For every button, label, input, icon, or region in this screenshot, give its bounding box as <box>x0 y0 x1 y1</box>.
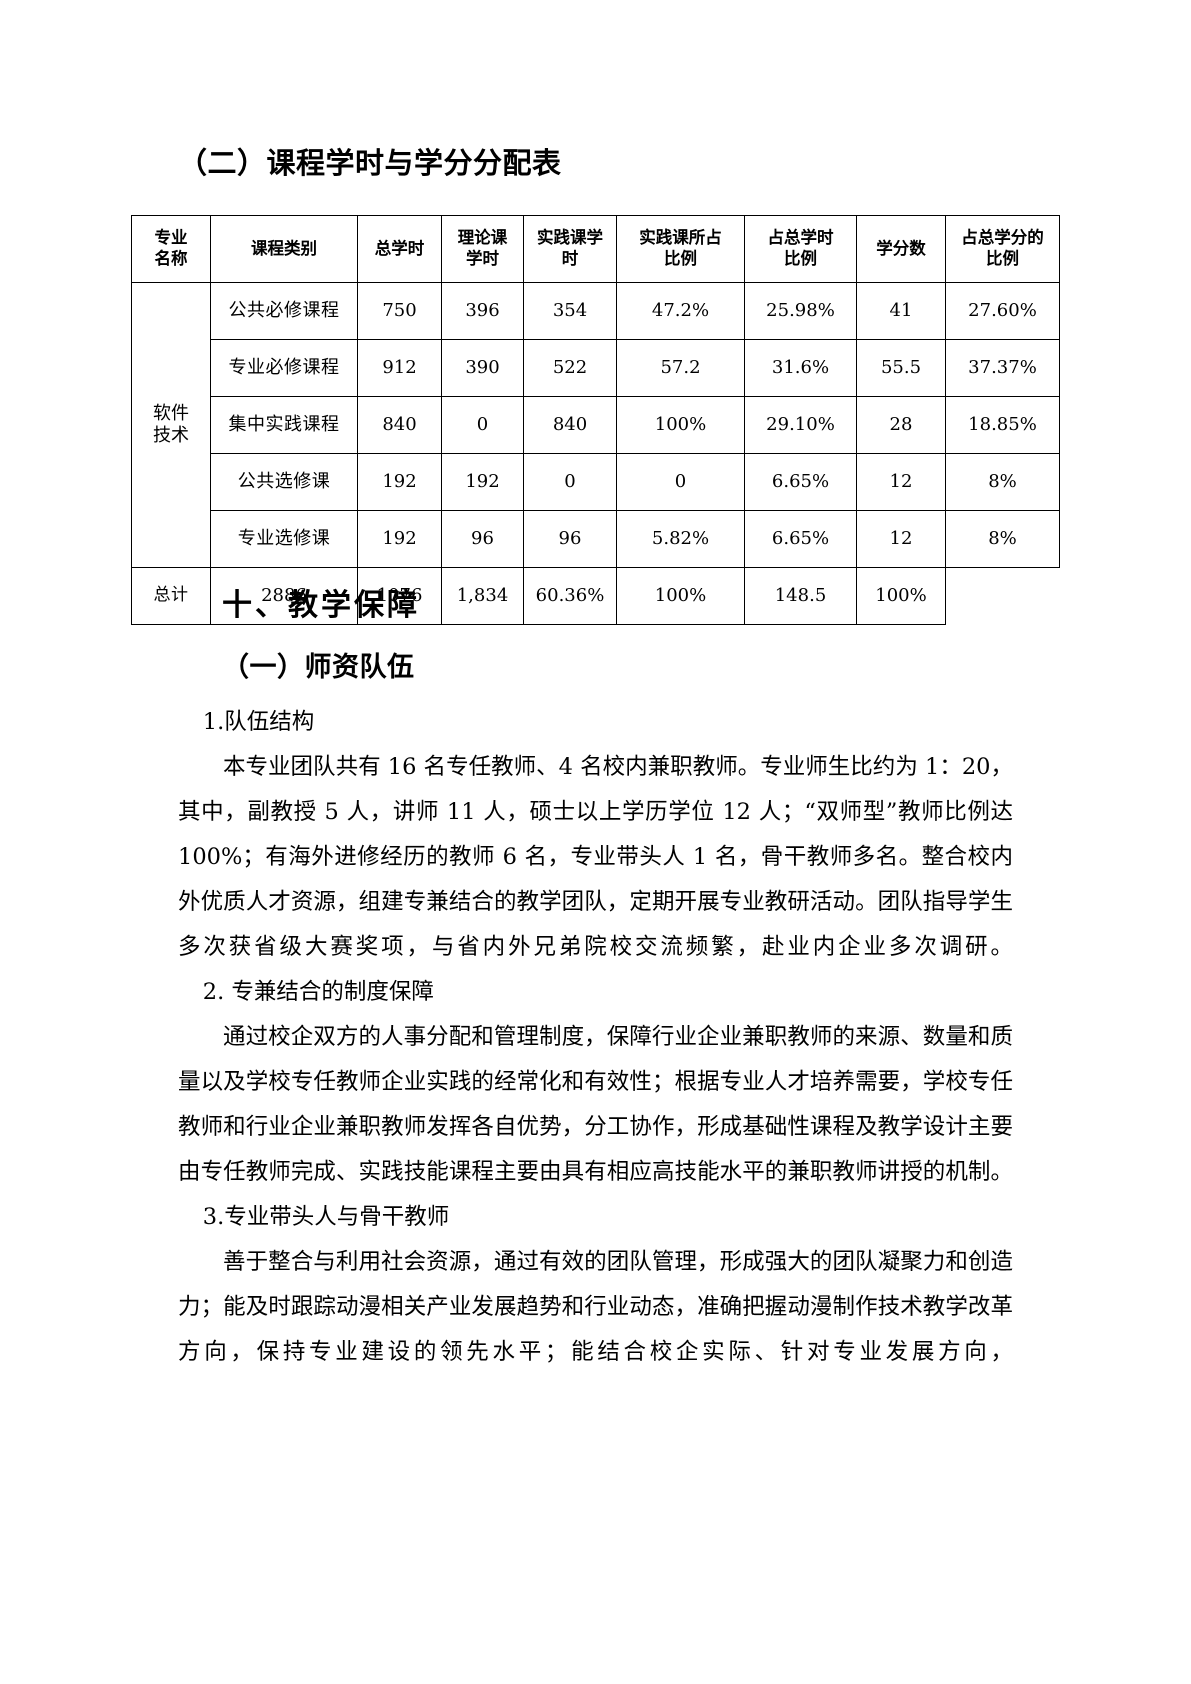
course-hours-credits-table: 专业 名称 课程类别 总学时 理论课 学时 实践课学 时 实践课所占 <box>131 215 1060 625</box>
table-body: 软件 技术 公共必修课程 750 396 354 47.2% 25.98% 41… <box>131 282 1060 625</box>
cell-practice-hours: 96 <box>523 510 617 568</box>
header-practice-ratio-line1: 实践课所占 <box>639 228 722 248</box>
header-major-name-line1: 专业 <box>154 228 188 248</box>
table-header: 专业 名称 课程类别 总学时 理论课 学时 实践课学 时 实践课所占 <box>131 215 1060 283</box>
header-major-name: 专业 名称 <box>131 215 211 283</box>
cell-practice-hours: 1,834 <box>441 567 524 625</box>
header-practice-hours-line1: 实践课学 <box>537 228 603 248</box>
cell-hours-ratio: 6.65% <box>744 510 857 568</box>
table-row: 公共选修课 192 192 0 0 6.65% 12 8% <box>132 453 1060 511</box>
cell-credits: 28 <box>856 396 946 454</box>
header-practice-ratio-line2: 比例 <box>664 249 697 268</box>
cell-practice-ratio: 5.82% <box>616 510 745 568</box>
cell-theory-hours: 396 <box>441 282 524 340</box>
cell-theory-hours: 96 <box>441 510 524 568</box>
cell-practice-hours: 522 <box>523 339 617 397</box>
cell-category: 专业选修课 <box>210 510 358 568</box>
cell-total-hours: 192 <box>357 510 442 568</box>
cell-total-hours: 192 <box>357 453 442 511</box>
header-credits-ratio-line2: 比例 <box>986 249 1019 268</box>
body-content: 1.队伍结构 本专业团队共有 16 名专任教师、4 名校内兼职教师。专业师生比约… <box>178 700 1013 1375</box>
cell-credits: 148.5 <box>744 567 857 625</box>
cell-credits-ratio: 27.60% <box>945 282 1060 340</box>
cell-practice-ratio: 57.2 <box>616 339 745 397</box>
cell-credits: 12 <box>856 453 946 511</box>
header-practice-hours: 实践课学 时 <box>523 215 617 283</box>
subsection-heading: （一）师资队伍 <box>222 652 415 683</box>
cell-hours-ratio: 100% <box>616 567 745 625</box>
header-theory-hours: 理论课 学时 <box>441 215 524 283</box>
course-hours-credits-table-wrapper: 专业 名称 课程类别 总学时 理论课 学时 实践课学 时 实践课所占 <box>131 215 1060 625</box>
table-row: 专业必修课程 912 390 522 57.2 31.6% 55.5 37.37… <box>132 339 1060 397</box>
cell-credits: 12 <box>856 510 946 568</box>
major-name-cell: 软件 技术 <box>131 282 211 568</box>
cell-category: 公共选修课 <box>210 453 358 511</box>
header-credits-ratio-line1: 占总学分的 <box>961 228 1044 248</box>
cell-practice-ratio: 47.2% <box>616 282 745 340</box>
header-credits-ratio: 占总学分的 比例 <box>945 215 1060 283</box>
table-header-row: 专业 名称 课程类别 总学时 理论课 学时 实践课学 时 实践课所占 <box>131 215 1060 283</box>
item3-paragraph: 善于整合与利用社会资源，通过有效的团队管理，形成强大的团队凝聚力和创造力；能及时… <box>178 1249 1013 1365</box>
cell-hours-ratio: 6.65% <box>744 453 857 511</box>
cell-category: 公共必修课程 <box>210 282 358 340</box>
item2-paragraph: 通过校企双方的人事分配和管理制度，保障行业企业兼职教师的来源、数量和质量以及学校… <box>178 1024 1013 1185</box>
table-row: 集中实践课程 840 0 840 100% 29.10% 28 18.85% <box>132 396 1060 454</box>
cell-total-label: 总计 <box>131 567 211 625</box>
section-title: （二）课程学时与学分分配表 <box>178 146 562 180</box>
header-theory-hours-line2: 学时 <box>466 249 499 268</box>
cell-total-hours: 840 <box>357 396 442 454</box>
header-hours-ratio: 占总学时 比例 <box>744 215 857 283</box>
cell-credits-ratio: 8% <box>945 510 1060 568</box>
table-total-row: 总计 2886 1076 1,834 60.36% 100% 148.5 100… <box>131 567 1060 625</box>
cell-hours-ratio: 31.6% <box>744 339 857 397</box>
cell-credits-ratio: 37.37% <box>945 339 1060 397</box>
cell-total-hours: 2886 <box>210 567 358 625</box>
cell-practice-hours: 840 <box>523 396 617 454</box>
item3-heading: 3.专业带头人与骨干教师 <box>202 1204 450 1230</box>
header-practice-ratio: 实践课所占 比例 <box>616 215 745 283</box>
item1-paragraph: 本专业团队共有 16 名专任教师、4 名校内兼职教师。专业师生比约为 1：20，… <box>178 754 1013 960</box>
header-course-category: 课程类别 <box>210 215 358 283</box>
cell-credits: 55.5 <box>856 339 946 397</box>
cell-practice-ratio: 100% <box>616 396 745 454</box>
cell-practice-hours: 354 <box>523 282 617 340</box>
cell-hours-ratio: 25.98% <box>744 282 857 340</box>
header-practice-hours-line2: 时 <box>561 249 579 268</box>
header-hours-ratio-line1: 占总学时 <box>767 228 834 248</box>
table-row: 软件 技术 公共必修课程 750 396 354 47.2% 25.98% 41… <box>131 282 1060 568</box>
header-credits: 学分数 <box>856 215 946 283</box>
cell-practice-ratio: 0 <box>616 453 745 511</box>
header-hours-ratio-line2: 比例 <box>784 249 817 268</box>
table-row: 专业选修课 192 96 96 5.82% 6.65% 12 8% <box>132 510 1060 568</box>
header-theory-hours-line1: 理论课 <box>457 228 508 248</box>
cell-practice-ratio: 60.36% <box>523 567 617 625</box>
cell-theory-hours: 0 <box>441 396 524 454</box>
item1-heading: 1.队伍结构 <box>202 709 315 735</box>
cell-theory-hours: 390 <box>441 339 524 397</box>
major-name-line2: 技术 <box>153 425 189 446</box>
cell-total-hours: 912 <box>357 339 442 397</box>
cell-credits-ratio: 100% <box>856 567 946 625</box>
cell-category: 集中实践课程 <box>210 396 358 454</box>
header-total-hours: 总学时 <box>357 215 442 283</box>
cell-credits-ratio: 18.85% <box>945 396 1060 454</box>
cell-theory-hours: 192 <box>441 453 524 511</box>
cell-credits: 41 <box>856 282 946 340</box>
item2-heading: 2. 专兼结合的制度保障 <box>202 979 434 1005</box>
cell-hours-ratio: 29.10% <box>744 396 857 454</box>
cell-credits-ratio: 8% <box>945 453 1060 511</box>
cell-total-hours: 750 <box>357 282 442 340</box>
major-name-line1: 软件 <box>153 402 189 424</box>
cell-category: 专业必修课程 <box>210 339 358 397</box>
chapter-heading: 十、教学保障 <box>222 588 420 623</box>
cell-practice-hours: 0 <box>523 453 617 511</box>
header-major-name-line2: 名称 <box>154 249 188 268</box>
